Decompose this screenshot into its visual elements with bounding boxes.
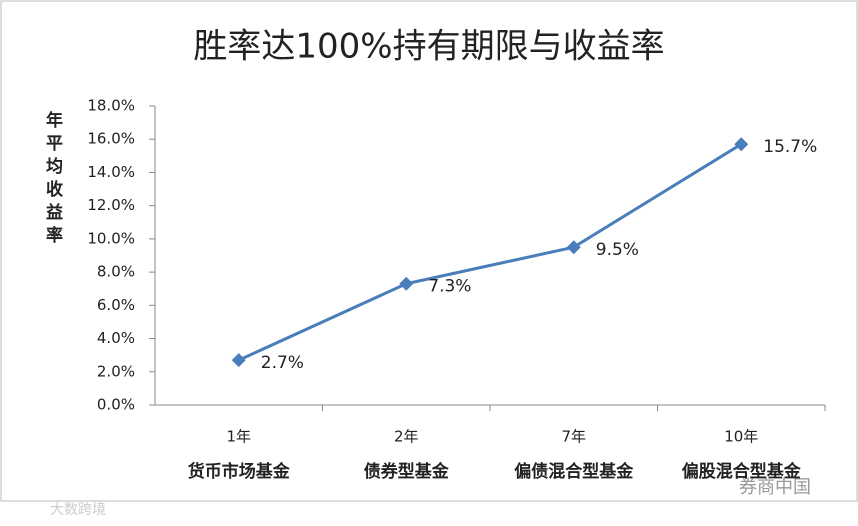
- y-tick-label: 4.0%: [97, 329, 135, 347]
- data-label: 7.3%: [428, 277, 471, 297]
- y-tick-label: 10.0%: [87, 229, 135, 247]
- y-tick-label: 8.0%: [97, 263, 135, 281]
- x-tick-label: 10年: [724, 428, 758, 446]
- y-tick-label: 18.0%: [87, 97, 135, 115]
- chart-border: [0, 0, 858, 502]
- x-category-description: 债券型基金: [364, 461, 450, 482]
- y-tick-label: 2.0%: [97, 362, 135, 380]
- y-axis-label: 年平均收益率: [42, 110, 63, 249]
- data-point: [399, 276, 414, 291]
- y-tick-label: 0.0%: [97, 396, 135, 414]
- data-point: [566, 240, 581, 255]
- x-tick-label: 2年: [394, 428, 419, 446]
- x-tick-label: 1年: [226, 428, 251, 446]
- data-label: 15.7%: [763, 137, 817, 157]
- y-tick-label: 6.0%: [97, 296, 135, 314]
- chart-title: 胜率达100%持有期限与收益率: [193, 27, 664, 67]
- data-point: [734, 137, 749, 152]
- x-category-description: 偏债混合型基金: [514, 461, 634, 482]
- y-tick-label: 16.0%: [87, 130, 135, 148]
- data-point: [231, 353, 246, 368]
- x-category-description: 货币市场基金: [188, 461, 291, 482]
- watermark: 大数跨境: [50, 502, 106, 518]
- y-tick-label: 12.0%: [87, 196, 135, 214]
- x-tick-label: 7年: [561, 428, 586, 446]
- data-label: 2.7%: [261, 353, 304, 373]
- watermark: 券商中国: [739, 477, 811, 498]
- data-line: [238, 142, 743, 362]
- x-category-description: 偏股混合型基金: [682, 461, 802, 482]
- data-label: 9.5%: [596, 240, 639, 260]
- y-tick-label: 14.0%: [87, 163, 135, 181]
